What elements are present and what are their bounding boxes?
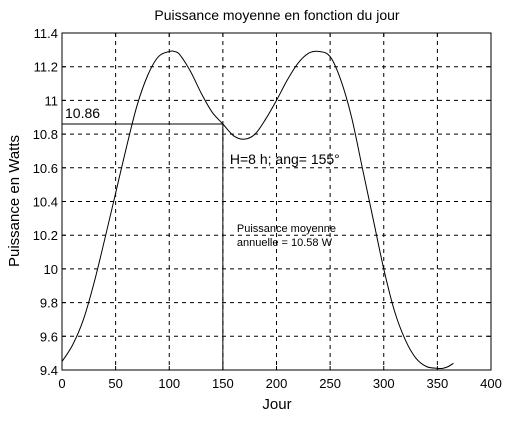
condition-annotation: H=8 h; ang= 155° xyxy=(230,151,340,167)
x-tick-label: 200 xyxy=(266,376,288,391)
y-tick-label: 10.8 xyxy=(33,127,58,142)
y-tick-label: 11 xyxy=(45,93,59,108)
chart-title: Puissance moyenne en fonction du jour xyxy=(154,7,399,23)
x-tick-label: 150 xyxy=(212,376,234,391)
x-tick-label: 100 xyxy=(158,376,180,391)
y-tick-label: 9.8 xyxy=(40,296,58,311)
x-tick-label: 0 xyxy=(58,376,65,391)
x-tick-label: 350 xyxy=(427,376,449,391)
mean-annotation-line2: annuelle = 10.58 W xyxy=(237,237,333,249)
y-tick-label: 10.2 xyxy=(33,228,58,243)
marker-value-label: 10.86 xyxy=(65,105,100,121)
y-tick-label: 9.4 xyxy=(40,363,58,378)
x-axis-label: Jour xyxy=(262,396,291,413)
y-tick-label: 10.6 xyxy=(33,161,58,176)
x-tick-label: 300 xyxy=(373,376,395,391)
y-tick-label: 11.2 xyxy=(34,60,58,75)
x-tick-label: 250 xyxy=(319,376,341,391)
y-tick-label: 11.4 xyxy=(34,26,58,41)
y-tick-label: 10 xyxy=(44,262,58,277)
x-tick-label: 50 xyxy=(108,376,122,391)
y-axis-label: Puissance en Watts xyxy=(6,135,23,267)
y-tick-label: 9.6 xyxy=(40,329,58,344)
y-tick-label: 10.4 xyxy=(33,195,58,210)
x-tick-label: 400 xyxy=(480,376,502,391)
mean-annotation-line1: Puissance moyenne xyxy=(237,223,336,235)
